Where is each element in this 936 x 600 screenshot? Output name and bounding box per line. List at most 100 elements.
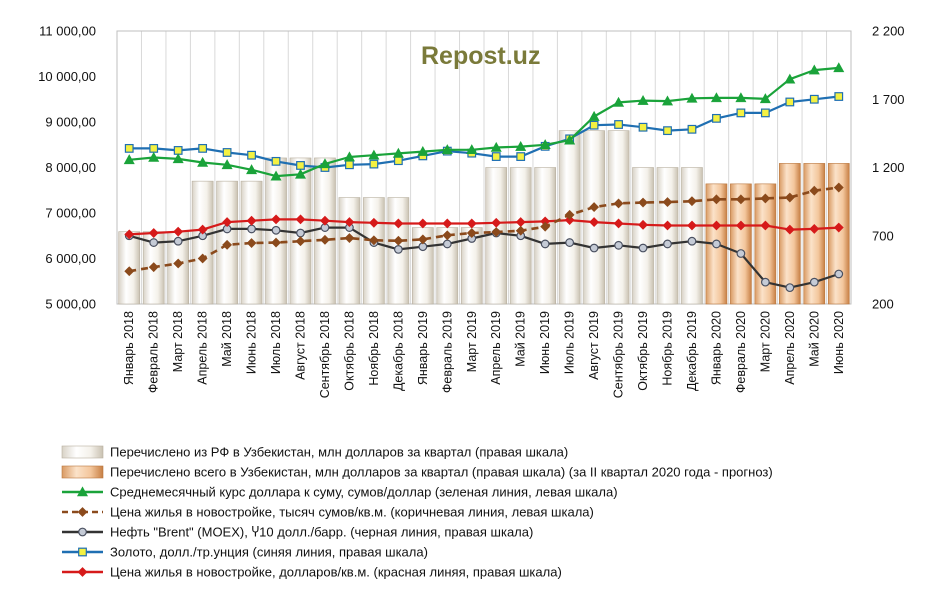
- orange-bar-27: [754, 183, 777, 305]
- series-4-point-22: [638, 122, 648, 132]
- left-tick-label: 9 000,00: [45, 115, 96, 130]
- series-4-point-23: [663, 126, 672, 136]
- series-3-point-24: [687, 236, 697, 246]
- series-3-point-12: [393, 244, 403, 254]
- series-2-point-27: [760, 193, 771, 204]
- series-2-point-11: [368, 235, 379, 246]
- left-tick-label: 10 000,00: [38, 69, 96, 84]
- series-1-point-13: [417, 145, 429, 156]
- series-2-point-23: [662, 197, 673, 208]
- series-4-point-26: [736, 108, 746, 118]
- x-tick-label: Май 2018: [220, 311, 234, 367]
- series-1-point-18: [539, 139, 551, 150]
- series-1-point-23: [661, 95, 674, 106]
- series-5-point-27: [760, 220, 771, 231]
- white-bar-11: [363, 197, 385, 305]
- x-tick-label: Июнь 2018: [245, 311, 259, 374]
- legend-label-6: Золото, долл./тр.унция (синяя линия, пра…: [110, 545, 428, 560]
- series-4-point-1: [124, 143, 134, 153]
- series-2-point-18: [540, 221, 551, 232]
- series-5-point-29: [809, 224, 820, 234]
- x-tick-label: Июль 2019: [563, 311, 577, 374]
- white-bar-24: [681, 167, 703, 305]
- series-2-point-4: [197, 253, 208, 264]
- series-2-point-28: [784, 192, 795, 203]
- x-tick-label: Февраль 2020: [734, 311, 748, 393]
- x-tick-label: Октябрь 2019: [636, 311, 650, 391]
- x-tick-label: Июнь 2019: [538, 311, 552, 374]
- series-3-point-2: [149, 238, 159, 247]
- series-2-point-26: [735, 194, 746, 205]
- series-3-point-20: [589, 243, 599, 253]
- line-series: [123, 62, 845, 293]
- series-5-point-2: [148, 228, 159, 238]
- series-5-point-20: [589, 217, 600, 228]
- series-5-point-7: [271, 214, 281, 225]
- series-4-point-21: [614, 120, 623, 129]
- series-2-point-6: [246, 238, 257, 248]
- x-tick-label: Февраль 2018: [147, 311, 161, 393]
- series-2-point-25: [711, 194, 722, 205]
- series-2-point-5: [222, 239, 233, 250]
- series-5-point-5: [222, 217, 233, 228]
- legend-label-2: Перечислено всего в Узбекистан, млн долл…: [110, 465, 773, 480]
- x-tick-label: Январь 2018: [122, 311, 136, 385]
- series-4-point-30: [834, 92, 844, 101]
- white-bar-10: [338, 197, 361, 305]
- right-tick-label: 1 200: [872, 160, 905, 175]
- series-5-point-19: [564, 215, 575, 225]
- x-tick-label: Октябрь 2018: [342, 311, 356, 391]
- x-tick-label: Май 2020: [807, 311, 821, 367]
- series-4-point-10: [345, 160, 354, 170]
- legend-marker-6: [78, 547, 87, 557]
- white-bar-4: [191, 180, 214, 305]
- x-tick-label: Апрель 2019: [489, 311, 503, 385]
- series-1-point-4: [197, 156, 209, 167]
- series-5-point-10: [344, 217, 355, 228]
- legend-marker-5: [78, 527, 87, 537]
- series-3-point-18: [540, 239, 550, 249]
- series-3-point-27: [760, 277, 770, 287]
- series-1-point-1: [123, 154, 135, 165]
- series-1-point-10: [343, 151, 355, 162]
- series-1-point-25: [710, 92, 722, 103]
- series-2-point-8: [295, 236, 306, 247]
- series-4-point-20: [589, 120, 599, 130]
- left-tick-label: 5 000,00: [45, 297, 96, 312]
- right-tick-label: 2 200: [872, 24, 905, 39]
- series-1-point-22: [637, 94, 649, 105]
- legend-swatch-1: [61, 445, 104, 459]
- series-5-point-23: [662, 220, 673, 231]
- orange-bar-30: [827, 163, 850, 305]
- series-1-point-5: [221, 159, 233, 170]
- series-2-point-24: [687, 196, 697, 207]
- series-3-point-28: [785, 283, 795, 293]
- series-1-point-17: [515, 140, 527, 151]
- legend: Перечислено из РФ в Узбекистан, млн долл…: [61, 445, 773, 580]
- series-2-point-22: [638, 197, 648, 208]
- series-4-point-17: [516, 152, 526, 161]
- series-4-point-6: [247, 150, 256, 160]
- series-2-point-21: [613, 198, 624, 209]
- series-1-point-19: [564, 134, 576, 145]
- series-4-point-24: [687, 124, 697, 134]
- series-5-point-12: [393, 218, 404, 229]
- series-5-point-9: [320, 215, 330, 226]
- white-bar-21: [607, 130, 630, 305]
- x-tick-label: Май 2019: [514, 311, 528, 367]
- series-1-point-11: [368, 149, 380, 160]
- x-tick-label: Март 2019: [465, 311, 479, 372]
- x-tick-label: Апрель 2018: [196, 311, 210, 385]
- series-4-point-12: [393, 156, 403, 166]
- series-5-point-4: [197, 224, 208, 235]
- series-4-point-27: [760, 108, 770, 118]
- series-1-point-15: [466, 144, 478, 155]
- x-tick-label: Январь 2019: [416, 311, 430, 385]
- series-5-point-11: [368, 217, 379, 228]
- series-2-point-15: [466, 228, 477, 238]
- series-2-point-12: [393, 235, 404, 246]
- series-3-point-7: [271, 225, 281, 235]
- x-tick-label: Апрель 2020: [783, 311, 797, 385]
- series-5-point-3: [173, 226, 184, 237]
